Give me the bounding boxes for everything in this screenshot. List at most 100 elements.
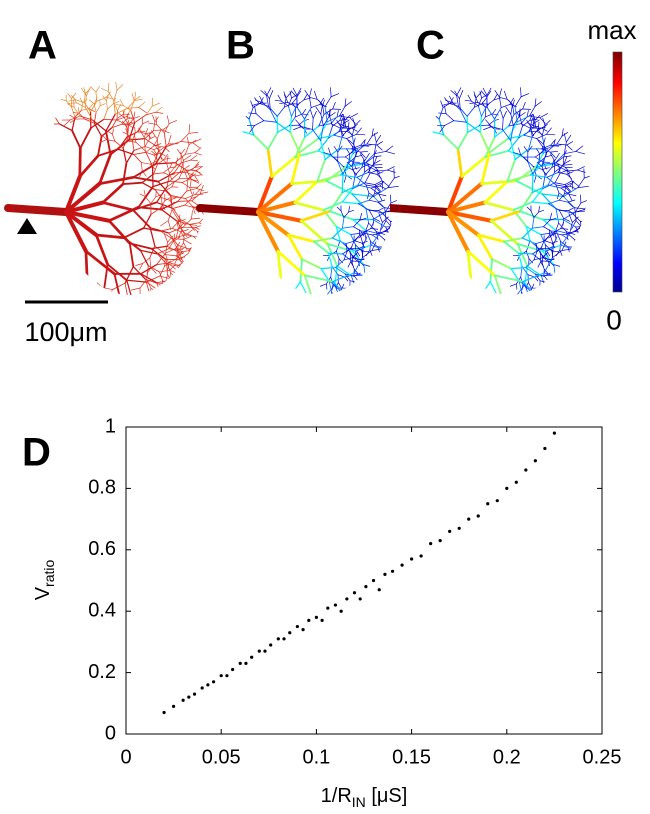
dendrite-branch bbox=[542, 251, 549, 258]
dendrite-branch bbox=[295, 316, 301, 318]
dendrite-branch bbox=[180, 141, 194, 144]
dendrite-branch bbox=[335, 225, 341, 242]
dendrite-branch bbox=[192, 138, 202, 144]
dendrite-branch bbox=[559, 273, 572, 279]
dendrite-branch bbox=[508, 114, 515, 127]
dendrite-branch bbox=[324, 106, 328, 123]
dendrite-branch bbox=[368, 192, 375, 198]
dendrite-branch bbox=[561, 241, 567, 251]
dendrite-branch bbox=[248, 311, 254, 321]
dendrite-branch bbox=[185, 234, 195, 237]
dendrite-branch bbox=[163, 123, 170, 134]
dendrite-branch bbox=[330, 87, 332, 98]
dendrite-branch bbox=[480, 151, 491, 186]
x-tick-label: 0.05 bbox=[202, 746, 241, 768]
dendrite-branch bbox=[537, 261, 542, 268]
dendrite-branch bbox=[111, 128, 115, 135]
dendrite-branch bbox=[114, 104, 118, 111]
dendrite-branch bbox=[238, 109, 250, 120]
dendrite-branch bbox=[167, 220, 172, 230]
dendrite-branch bbox=[535, 163, 555, 168]
dendrite-branch bbox=[121, 357, 124, 366]
dendrite-branch bbox=[169, 180, 183, 183]
dendrite-branch bbox=[548, 199, 560, 205]
dendrite-branch bbox=[169, 257, 179, 264]
dendrite-branch bbox=[503, 90, 508, 100]
dendrite-branch bbox=[305, 335, 307, 341]
dendrite-branch bbox=[360, 321, 369, 322]
dendrite-branch bbox=[348, 156, 356, 164]
dendrite-branch bbox=[107, 103, 114, 110]
dendrite-branch bbox=[312, 129, 322, 142]
scatter-point bbox=[457, 526, 461, 530]
dendrite-branch bbox=[353, 236, 359, 242]
dendrite-branch bbox=[169, 318, 179, 320]
dendrite-branch bbox=[180, 160, 184, 172]
dendrite-branch bbox=[478, 339, 487, 340]
dendrite-branch bbox=[336, 265, 353, 277]
dendrite-branch bbox=[314, 297, 326, 301]
dendrite-branch bbox=[563, 141, 567, 155]
dendrite-branch bbox=[544, 287, 552, 291]
dendrite-branch bbox=[159, 200, 166, 209]
dendrite-branch bbox=[405, 119, 412, 122]
dendrite-branch bbox=[449, 95, 454, 104]
dendrite-branch bbox=[300, 317, 307, 326]
dendrite-branch bbox=[159, 275, 171, 280]
dendrite-branch bbox=[324, 148, 340, 161]
dendrite-branch bbox=[336, 110, 339, 118]
dendrite-branch bbox=[521, 301, 533, 302]
dendrite-branch bbox=[138, 107, 147, 113]
dendrite-branch bbox=[526, 206, 532, 212]
dendrite-branch bbox=[373, 150, 377, 158]
dendrite-branch bbox=[357, 184, 372, 189]
dendrite-branch bbox=[313, 90, 318, 100]
dendrite-branch bbox=[194, 152, 202, 156]
dendrite-branch bbox=[365, 208, 370, 224]
dendrite-branch bbox=[189, 224, 198, 226]
dendrite-branch bbox=[231, 316, 234, 323]
dendrite-branch bbox=[567, 199, 576, 203]
dendrite-branch bbox=[555, 230, 562, 242]
dendrite-branch bbox=[363, 153, 375, 165]
dendrite-branch bbox=[169, 173, 176, 176]
dendrite-branch bbox=[187, 172, 193, 181]
dendrite-branch bbox=[196, 230, 201, 240]
dendrite-branch bbox=[343, 257, 354, 261]
dendrite-branch bbox=[94, 233, 126, 240]
dendrite-branch bbox=[494, 90, 500, 98]
dendrite-branch bbox=[444, 120, 455, 126]
dendrite-branch bbox=[341, 226, 354, 229]
dendrite-branch bbox=[442, 133, 459, 151]
dendrite-branch bbox=[531, 188, 544, 203]
dendrite-branch bbox=[338, 135, 343, 150]
dendrite-branch bbox=[349, 148, 355, 155]
dendrite-branch bbox=[534, 98, 537, 107]
dendrite-branch bbox=[309, 301, 314, 308]
dendrite-branch bbox=[531, 226, 544, 229]
dendrite-branch bbox=[520, 292, 531, 295]
dendrite-branch bbox=[339, 106, 346, 117]
dendrite-branch bbox=[194, 166, 202, 168]
dendrite-branch bbox=[110, 336, 111, 345]
dendrite-branch bbox=[522, 272, 545, 283]
scatter-point bbox=[314, 615, 318, 619]
dendrite-branch bbox=[168, 201, 175, 208]
dendrite-branch bbox=[306, 298, 314, 301]
dendrite-branch bbox=[136, 314, 146, 318]
dendrite-branch bbox=[346, 246, 353, 253]
dendrite-branch bbox=[324, 284, 336, 295]
dendrite-branch bbox=[343, 299, 352, 302]
dendrite-branch bbox=[152, 114, 156, 123]
dendrite-branch bbox=[372, 278, 378, 286]
dendrite-branch bbox=[546, 250, 551, 257]
dendrite-branch bbox=[192, 142, 200, 149]
dendrite-branch bbox=[323, 108, 334, 115]
dendrite-branch bbox=[518, 191, 534, 213]
scatter-point bbox=[390, 569, 395, 573]
dendrite-branch bbox=[93, 103, 97, 113]
dendrite-branch bbox=[528, 299, 535, 302]
dendrite-branch bbox=[351, 166, 356, 176]
dendrite-branch bbox=[166, 173, 171, 188]
dendrite-branch bbox=[563, 151, 577, 155]
